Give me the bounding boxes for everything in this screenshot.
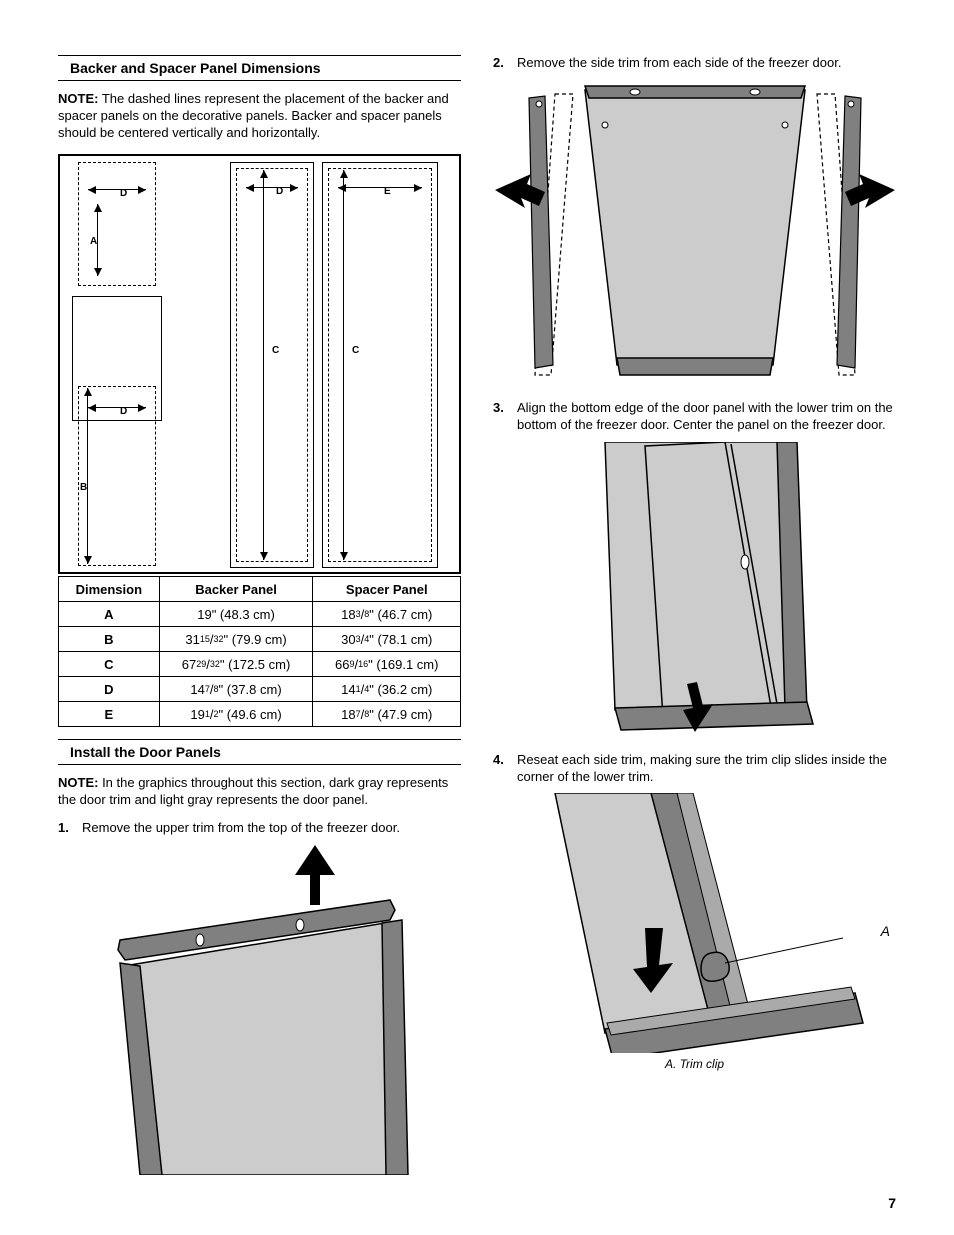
right-column: 2. Remove the side trim from each side o… bbox=[493, 55, 896, 1195]
step-4-text: Reseat each side trim, making sure the t… bbox=[517, 752, 896, 786]
dim-E: E bbox=[384, 186, 391, 197]
table-row: E191/2" (49.6 cm)187/8" (47.9 cm) bbox=[59, 701, 461, 726]
table-row: C6729/32" (172.5 cm)669/16" (169.1 cm) bbox=[59, 651, 461, 676]
dim-D-mid: D bbox=[120, 406, 127, 417]
figure-remove-side-trim bbox=[493, 80, 896, 380]
table-header-row: Dimension Backer Panel Spacer Panel bbox=[59, 576, 461, 601]
step-3-text: Align the bottom edge of the door panel … bbox=[517, 400, 896, 434]
note-1: NOTE: The dashed lines represent the pla… bbox=[58, 91, 461, 142]
cell-dim: E bbox=[59, 701, 160, 726]
dim-B: B bbox=[80, 482, 87, 493]
dim-D-top: D bbox=[120, 188, 127, 199]
note-2: NOTE: In the graphics throughout this se… bbox=[58, 775, 461, 809]
cell-backer: 6729/32" (172.5 cm) bbox=[159, 651, 313, 676]
step-2: 2. Remove the side trim from each side o… bbox=[493, 55, 896, 72]
cell-backer: 191/2" (49.6 cm) bbox=[159, 701, 313, 726]
th-spacer: Spacer Panel bbox=[313, 576, 461, 601]
figure-remove-upper-trim bbox=[58, 845, 461, 1175]
step-3-num: 3. bbox=[493, 400, 517, 434]
note-2-label: NOTE: bbox=[58, 775, 98, 790]
cell-dim: B bbox=[59, 626, 160, 651]
cell-spacer: 183/8" (46.7 cm) bbox=[313, 601, 461, 626]
caption-trim-clip: A. Trim clip bbox=[493, 1057, 896, 1071]
step-4: 4. Reseat each side trim, making sure th… bbox=[493, 752, 896, 786]
note-2-text: In the graphics throughout this section,… bbox=[58, 775, 448, 807]
callout-A: A bbox=[881, 923, 890, 939]
dim-C-2: C bbox=[352, 345, 359, 356]
panel-dimension-diagram: D A D B D C E C bbox=[58, 154, 461, 574]
heading-install-door-panels: Install the Door Panels bbox=[58, 739, 461, 765]
cell-backer: 19" (48.3 cm) bbox=[159, 601, 313, 626]
step-2-text: Remove the side trim from each side of t… bbox=[517, 55, 841, 72]
cell-backer: 3115/32" (79.9 cm) bbox=[159, 626, 313, 651]
step-1: 1. Remove the upper trim from the top of… bbox=[58, 820, 461, 837]
cell-dim: C bbox=[59, 651, 160, 676]
th-dimension: Dimension bbox=[59, 576, 160, 601]
page-number: 7 bbox=[888, 1195, 896, 1211]
cell-spacer: 303/4" (78.1 cm) bbox=[313, 626, 461, 651]
heading-backer-spacer: Backer and Spacer Panel Dimensions bbox=[58, 55, 461, 81]
table-row: A19" (48.3 cm)183/8" (46.7 cm) bbox=[59, 601, 461, 626]
note-1-text: The dashed lines represent the placement… bbox=[58, 91, 449, 140]
left-column: Backer and Spacer Panel Dimensions NOTE:… bbox=[58, 55, 461, 1195]
th-backer: Backer Panel bbox=[159, 576, 313, 601]
table-row: B3115/32" (79.9 cm)303/4" (78.1 cm) bbox=[59, 626, 461, 651]
step-4-num: 4. bbox=[493, 752, 517, 786]
cell-dim: A bbox=[59, 601, 160, 626]
cell-dim: D bbox=[59, 676, 160, 701]
cell-spacer: 669/16" (169.1 cm) bbox=[313, 651, 461, 676]
cell-spacer: 141/4" (36.2 cm) bbox=[313, 676, 461, 701]
dim-C-1: C bbox=[272, 345, 279, 356]
step-3: 3. Align the bottom edge of the door pan… bbox=[493, 400, 896, 434]
dim-D-right: D bbox=[276, 186, 283, 197]
table-row: D147/8" (37.8 cm)141/4" (36.2 cm) bbox=[59, 676, 461, 701]
cell-backer: 147/8" (37.8 cm) bbox=[159, 676, 313, 701]
figure-trim-clip: A A. Trim clip bbox=[493, 793, 896, 1071]
cell-spacer: 187/8" (47.9 cm) bbox=[313, 701, 461, 726]
note-1-label: NOTE: bbox=[58, 91, 98, 106]
figure-align-panel bbox=[493, 442, 896, 732]
step-1-num: 1. bbox=[58, 820, 82, 837]
step-1-text: Remove the upper trim from the top of th… bbox=[82, 820, 400, 837]
dimension-table: Dimension Backer Panel Spacer Panel A19"… bbox=[58, 576, 461, 727]
dim-A: A bbox=[90, 236, 97, 247]
step-2-num: 2. bbox=[493, 55, 517, 72]
